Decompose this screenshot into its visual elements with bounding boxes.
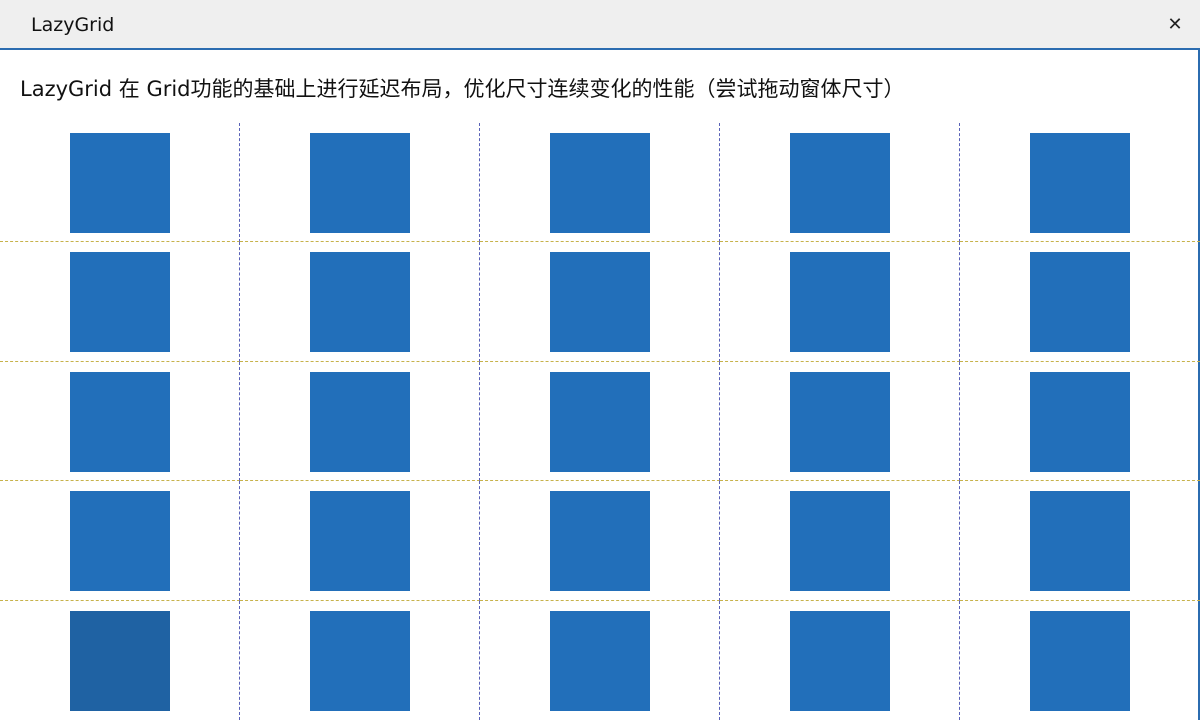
grid-box[interactable] <box>790 252 890 353</box>
grid-box[interactable] <box>790 610 890 711</box>
grid-cell <box>720 361 960 482</box>
grid-box[interactable] <box>790 133 890 233</box>
grid-cell <box>480 481 720 601</box>
lazy-grid <box>0 123 1200 720</box>
description-text: LazyGrid 在 Grid功能的基础上进行延迟布局，优化尺寸连续变化的性能（… <box>20 77 905 101</box>
grid-cell <box>720 600 960 720</box>
grid-cell <box>480 361 720 482</box>
grid-box[interactable] <box>310 491 410 592</box>
grid-cell <box>720 242 960 362</box>
grid-cell <box>0 123 240 243</box>
grid-cell <box>960 481 1200 601</box>
grid-box[interactable] <box>1030 610 1130 711</box>
grid-cell <box>0 481 240 601</box>
grid-cell <box>960 362 1200 482</box>
grid-box[interactable] <box>550 610 650 711</box>
grid-cell <box>960 242 1200 362</box>
title-bar[interactable]: LazyGrid ✕ <box>0 0 1200 50</box>
grid-cell <box>0 600 240 720</box>
grid-cell <box>240 481 480 601</box>
grid-cell <box>240 123 480 243</box>
grid-cell <box>0 361 240 482</box>
window-title: LazyGrid <box>31 14 115 36</box>
grid-box[interactable] <box>310 610 410 711</box>
grid-box[interactable] <box>310 252 410 353</box>
grid-cell <box>960 123 1200 243</box>
grid-box[interactable] <box>790 371 890 472</box>
grid-box[interactable] <box>550 133 650 233</box>
grid-box[interactable] <box>550 491 650 592</box>
grid-cell <box>720 123 960 243</box>
grid-box[interactable] <box>70 252 170 353</box>
grid-box[interactable] <box>70 610 170 711</box>
grid-box[interactable] <box>1030 133 1130 233</box>
grid-box[interactable] <box>1030 252 1130 353</box>
grid-box[interactable] <box>70 491 170 592</box>
grid-box[interactable] <box>70 371 170 472</box>
grid-box[interactable] <box>310 371 410 472</box>
grid-cell <box>240 361 480 482</box>
grid-cell <box>240 242 480 362</box>
grid-box[interactable] <box>310 133 410 233</box>
grid-cell <box>720 481 960 601</box>
grid-box[interactable] <box>1030 371 1130 472</box>
grid-box[interactable] <box>550 252 650 353</box>
grid-box[interactable] <box>550 371 650 472</box>
grid-cell <box>960 601 1200 720</box>
grid-box[interactable] <box>1030 491 1130 592</box>
grid-cell <box>0 242 240 362</box>
grid-box[interactable] <box>790 491 890 592</box>
grid-cell <box>240 600 480 720</box>
grid-cell <box>480 123 720 243</box>
grid-cell <box>480 242 720 362</box>
window-border <box>1198 50 1200 720</box>
grid-box[interactable] <box>70 133 170 233</box>
close-icon[interactable]: ✕ <box>1167 14 1183 35</box>
grid-cell <box>480 600 720 720</box>
